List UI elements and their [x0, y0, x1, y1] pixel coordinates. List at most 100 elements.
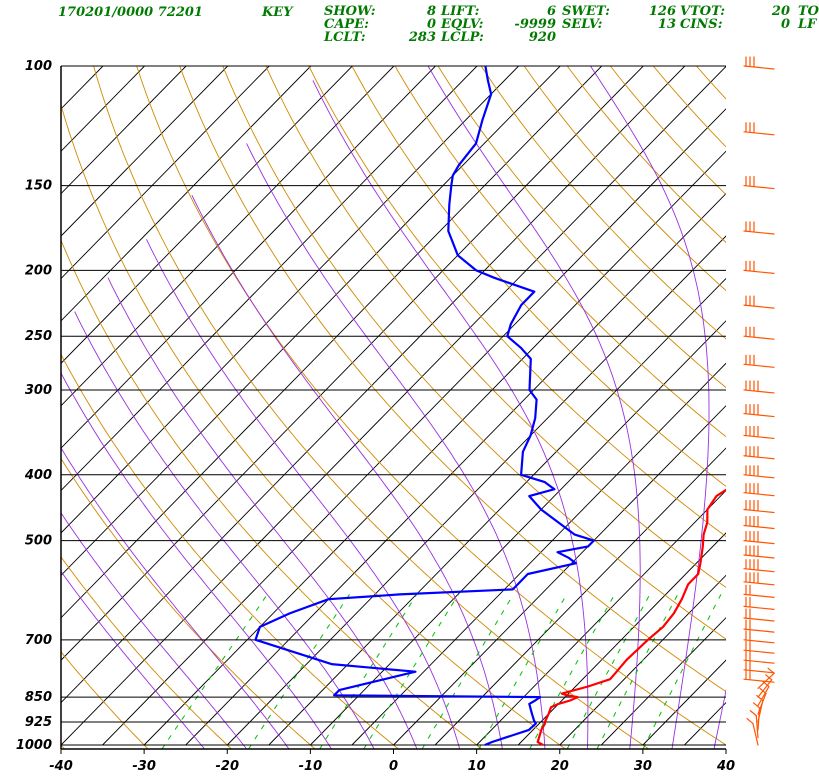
index-label-swet: SWET: — [562, 4, 610, 19]
wind-barb-staff — [743, 230, 775, 235]
index-label-lf: LF — [798, 17, 817, 32]
isotherm-line — [61, 66, 644, 661]
wind-barb-staff — [743, 568, 775, 573]
wind-barb-flag — [746, 717, 754, 725]
wind-barb — [757, 680, 770, 707]
wind-barb-staff — [757, 707, 761, 731]
isotherm-line — [61, 66, 228, 237]
wind-barb — [743, 545, 775, 559]
dry-adiabat-line — [61, 556, 233, 749]
wind-barb — [743, 669, 775, 683]
pressure-tick-label: 850 — [25, 690, 52, 705]
pressure-tick-labels: 100 150 200 250 300 400 500 700 850 925 1000 — [16, 59, 52, 753]
wind-barb — [743, 660, 775, 674]
wind-barb-flag — [762, 680, 770, 688]
wind-barb — [743, 56, 775, 70]
mixing-ratio-line — [363, 594, 459, 749]
dry-adiabat-line — [652, 66, 726, 148]
wind-barb — [757, 667, 775, 689]
isotherm-line — [310, 320, 726, 746]
dry-adiabat-line — [523, 66, 726, 292]
wind-barb — [743, 465, 775, 479]
wind-barb-flag — [749, 710, 757, 717]
temperature-tick-label: -20 — [216, 759, 240, 774]
moist-adiabat-line — [713, 688, 726, 749]
isotherm-line — [61, 66, 561, 577]
wind-barb — [743, 380, 775, 394]
dry-adiabat-line — [136, 66, 726, 746]
isotherm-line — [476, 489, 726, 746]
station-time: 170201/0000 72201 — [58, 5, 203, 20]
moist-adiabat-line — [191, 195, 503, 749]
moist-adiabat-line — [246, 143, 546, 749]
dry-adiabat-line — [609, 66, 726, 196]
index-value-show: 8 — [426, 4, 436, 19]
key-label: KEY — [262, 5, 293, 20]
wind-barb-staff — [743, 540, 775, 545]
pressure-tick-label: 250 — [25, 329, 52, 344]
wind-barb-staff — [743, 455, 775, 460]
wind-barb-staff — [743, 593, 775, 598]
index-label-show: SHOW: — [324, 4, 376, 19]
pressure-tick-label: 400 — [24, 468, 52, 483]
wind-barb-staff — [743, 492, 775, 497]
wind-barb — [743, 640, 775, 654]
wind-barb — [743, 446, 775, 460]
index-value-lclp: 920 — [528, 30, 556, 45]
dry-adiabat-line — [61, 651, 149, 749]
mixing-ratio-line — [596, 594, 679, 749]
wind-barb-staff — [743, 389, 775, 394]
pressure-tick-label: 500 — [25, 534, 52, 549]
isotherm-line — [143, 150, 726, 746]
temperature-tick-labels: -40 -30 -20 -10 0 10 20 30 40 — [49, 749, 735, 774]
dry-adiabat-line — [179, 66, 726, 693]
mixing-ratio-line — [529, 594, 616, 749]
dry-adiabat-line — [754, 35, 819, 760]
wind-barb — [743, 608, 775, 622]
wind-barb — [757, 674, 773, 698]
pressure-tick-label: 1000 — [16, 738, 52, 753]
wind-barb-staff — [743, 605, 775, 611]
index-value-cins: 0 — [780, 17, 790, 32]
wind-barb-staff — [743, 131, 775, 136]
moist-adiabat-line — [107, 277, 418, 749]
wind-barb-staff — [752, 722, 759, 746]
temperature-tick-label: -10 — [299, 759, 323, 774]
index-value-cape: 0 — [426, 17, 436, 32]
wind-barb — [749, 710, 759, 739]
wind-barb-staff — [743, 412, 775, 418]
wind-barb — [752, 702, 761, 731]
wind-barb — [743, 425, 775, 440]
pressure-tick-label: 300 — [25, 383, 52, 398]
pressure-tick-label: 925 — [25, 715, 52, 730]
mixing-ratio-line — [642, 594, 722, 749]
wind-barb-staff — [757, 685, 770, 707]
wind-barb — [743, 260, 775, 274]
temperature-tick-label: 0 — [389, 759, 398, 774]
wind-barb — [743, 515, 775, 530]
wind-barb — [743, 596, 775, 611]
pressure-tick-label: 700 — [25, 633, 52, 648]
dry-adiabat-line — [796, 35, 819, 760]
wind-barb — [743, 175, 775, 190]
wind-barb — [743, 499, 775, 514]
mixing-ratio-line — [421, 594, 514, 749]
mixing-ratio-line — [161, 594, 268, 749]
wind-barb — [743, 584, 775, 598]
index-label-lclt: LCLT: — [324, 30, 366, 45]
isotherm-line — [61, 66, 270, 280]
wind-barb-staff — [757, 672, 775, 689]
wind-barb — [743, 295, 775, 309]
moist-adiabat-line — [61, 447, 290, 749]
wind-barbs — [743, 56, 775, 746]
index-label-cins: CINS: — [680, 17, 723, 32]
isotherm-line — [61, 66, 726, 746]
pressure-tick-label: 150 — [25, 179, 52, 194]
wind-barb-staff — [743, 363, 775, 368]
wind-barb — [743, 221, 775, 235]
dry-adiabat-line — [61, 457, 316, 749]
index-value-swet: 126 — [648, 4, 676, 19]
index-value-lclt: 283 — [408, 30, 436, 45]
isotherm-line — [768, 66, 819, 745]
